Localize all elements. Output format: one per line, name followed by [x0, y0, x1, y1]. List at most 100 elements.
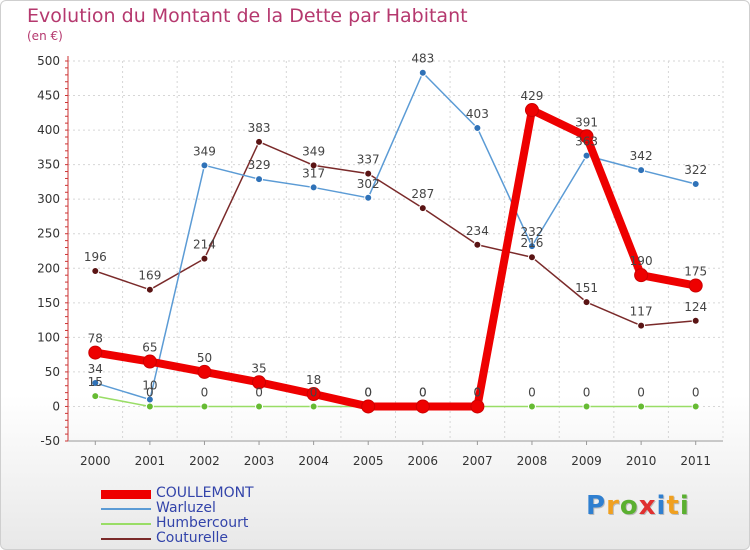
logo-letter: i — [656, 491, 667, 521]
data-point-couturelle — [473, 240, 482, 249]
y-tick-label: 150 — [37, 296, 60, 310]
series-line-coullemont — [94, 106, 697, 411]
data-label-couturelle: 234 — [466, 224, 489, 238]
data-point-couturelle — [145, 285, 154, 294]
y-tick-label: 250 — [37, 227, 60, 241]
legend-item-couturelle: Couturelle — [101, 530, 361, 546]
y-tick-label: -50 — [40, 434, 60, 448]
data-point-coullemont — [306, 387, 321, 402]
data-label-humbercourt: 0 — [474, 385, 482, 399]
data-label-coullemont: 175 — [684, 265, 707, 279]
legend-swatch-coullemont — [101, 489, 151, 499]
data-point-warluzel — [91, 378, 100, 387]
data-label-coullemont: 0 — [419, 385, 427, 399]
data-label-humbercourt: 0 — [201, 385, 209, 399]
data-label-warluzel: 34 — [88, 362, 103, 376]
data-label-warluzel: 10 — [142, 379, 157, 393]
legend: COULLEMONT Warluzel Humbercourt Couturel… — [101, 485, 361, 546]
data-label-coullemont: 50 — [197, 351, 212, 365]
y-tick-label: 0 — [52, 399, 60, 413]
data-point-warluzel — [637, 166, 646, 175]
data-label-couturelle: 124 — [684, 300, 707, 314]
data-label-couturelle: 169 — [138, 269, 161, 283]
data-point-humbercourt — [145, 402, 154, 411]
x-tick-label: 2007 — [462, 454, 493, 468]
logo-letter: o — [619, 491, 639, 521]
data-label-warluzel: 232 — [521, 225, 544, 239]
data-label-couturelle: 214 — [193, 238, 216, 252]
data-point-couturelle — [364, 169, 373, 178]
data-label-couturelle: 383 — [248, 121, 271, 135]
data-point-humbercourt — [691, 402, 700, 411]
data-point-warluzel — [309, 183, 318, 192]
data-point-warluzel — [255, 175, 264, 184]
y-tick-label: 300 — [37, 192, 60, 206]
series-line-couturelle — [95, 141, 696, 327]
x-tick-label: 2011 — [680, 454, 711, 468]
data-point-couturelle — [91, 267, 100, 276]
legend-item-coullemont: COULLEMONT — [101, 485, 361, 501]
data-label-humbercourt: 0 — [637, 385, 645, 399]
data-label-couturelle: 196 — [84, 250, 107, 264]
data-point-coullemont — [142, 354, 157, 369]
data-label-humbercourt: 0 — [310, 385, 318, 399]
data-label-humbercourt: 15 — [88, 375, 103, 389]
data-point-humbercourt — [527, 402, 536, 411]
data-point-couturelle — [309, 161, 318, 170]
data-point-warluzel — [473, 124, 482, 133]
data-point-coullemont — [524, 103, 539, 118]
data-label-humbercourt: 0 — [528, 385, 536, 399]
x-tick-label: 2004 — [298, 454, 329, 468]
data-label-warluzel: 342 — [630, 149, 653, 163]
data-label-couturelle: 349 — [302, 144, 325, 158]
chart-subtitle: (en €) — [27, 29, 63, 43]
data-label-warluzel: 322 — [684, 163, 707, 177]
data-label-couturelle: 337 — [357, 153, 380, 167]
legend-label-warluzel: Warluzel — [156, 500, 216, 516]
data-label-coullemont: 190 — [630, 254, 653, 268]
legend-label-couturelle: Couturelle — [156, 530, 229, 546]
data-label-coullemont: 35 — [251, 361, 266, 375]
legend-item-warluzel: Warluzel — [101, 500, 361, 516]
data-point-couturelle — [200, 254, 209, 263]
y-tick-label: 50 — [45, 365, 60, 379]
data-point-warluzel — [200, 161, 209, 170]
data-point-coullemont — [579, 129, 594, 144]
x-tick-label: 2001 — [135, 454, 166, 468]
data-point-humbercourt — [255, 402, 264, 411]
x-tick-label: 2003 — [244, 454, 275, 468]
data-label-warluzel: 349 — [193, 144, 216, 158]
data-point-coullemont — [252, 375, 267, 390]
proxiti-logo: Proxiti — [586, 491, 690, 521]
x-tick-label: 2002 — [189, 454, 220, 468]
legend-item-humbercourt: Humbercourt — [101, 515, 361, 531]
data-point-coullemont — [688, 278, 703, 293]
data-label-humbercourt: 0 — [146, 385, 154, 399]
data-point-couturelle — [582, 298, 591, 307]
data-label-humbercourt: 0 — [692, 385, 700, 399]
data-label-warluzel: 403 — [466, 107, 489, 121]
data-label-coullemont: 65 — [142, 341, 157, 355]
data-point-coullemont — [197, 364, 212, 379]
legend-swatch-humbercourt — [101, 522, 151, 525]
data-label-coullemont: 0 — [474, 385, 482, 399]
data-point-humbercourt — [637, 402, 646, 411]
data-label-coullemont: 391 — [575, 115, 598, 129]
x-tick-label: 2006 — [408, 454, 439, 468]
data-label-coullemont: 0 — [364, 385, 372, 399]
data-label-warluzel: 363 — [575, 135, 598, 149]
data-point-coullemont — [88, 345, 103, 360]
data-label-warluzel: 329 — [248, 158, 271, 172]
data-point-couturelle — [527, 253, 536, 262]
data-point-couturelle — [637, 321, 646, 330]
data-label-warluzel: 317 — [302, 166, 325, 180]
y-tick-label: 100 — [37, 330, 60, 344]
logo-letter: x — [638, 491, 657, 521]
y-tick-label: 400 — [37, 123, 60, 137]
data-point-humbercourt — [200, 402, 209, 411]
data-point-coullemont — [361, 399, 376, 414]
data-label-coullemont: 78 — [88, 332, 103, 346]
x-tick-label: 2000 — [80, 454, 111, 468]
y-tick-label: 500 — [37, 54, 60, 68]
